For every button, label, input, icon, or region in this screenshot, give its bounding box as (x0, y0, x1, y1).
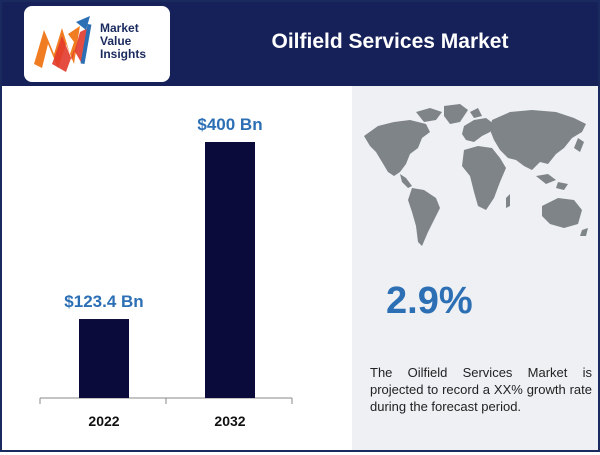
chart-panel: $123.4 Bn 2022 $400 Bn 2032 (2, 86, 352, 450)
category-label-2022: 2022 (88, 413, 119, 429)
market-description: The Oilfield Services Market is projecte… (370, 365, 592, 414)
summary-panel: 2.9% The Oilfield Services Market is pro… (352, 86, 598, 450)
brand-name: Market Value Insights (100, 22, 146, 61)
bar-2022 (79, 319, 129, 398)
logo-mark-icon (34, 16, 92, 72)
data-label-2032: $400 Bn (197, 115, 262, 134)
data-label-2022: $123.4 Bn (64, 292, 143, 311)
world-map-icon (364, 104, 588, 246)
bar-chart: $123.4 Bn 2022 $400 Bn 2032 (39, 115, 293, 429)
page-title: Oilfield Services Market (271, 30, 509, 53)
bar-2032 (205, 142, 255, 398)
cagr-value: 2.9% (386, 280, 473, 322)
brand-line1: Market (100, 21, 139, 35)
category-label-2032: 2032 (214, 413, 245, 429)
brand-logo: Market Value Insights (24, 6, 170, 82)
brand-line3: Insights (100, 47, 147, 61)
brand-line2: Value (100, 34, 132, 48)
header-bar: Market Value Insights Oilfield Services … (2, 2, 598, 86)
